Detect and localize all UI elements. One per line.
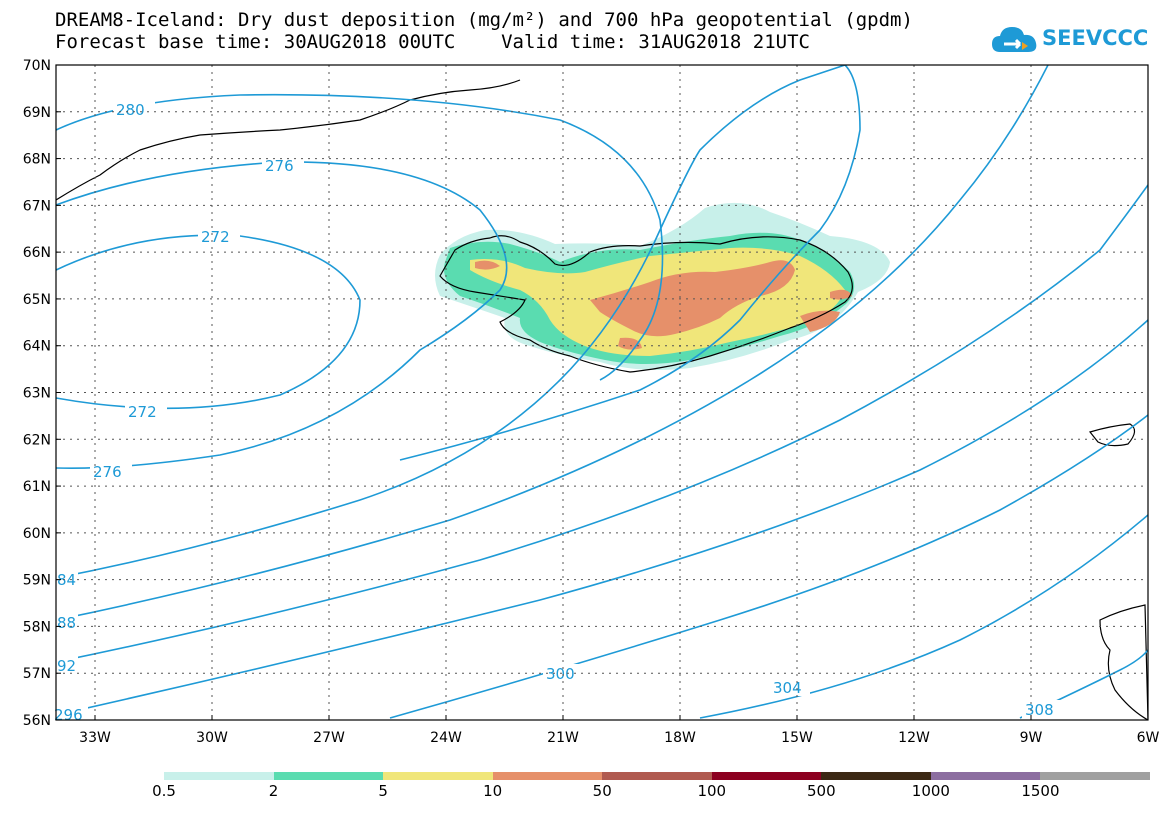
- legend-label: 10: [483, 782, 503, 800]
- contour-label: 304: [773, 679, 802, 697]
- lon-tick-label: 27W: [313, 730, 345, 746]
- contour-284: [56, 65, 846, 579]
- lat-tick-label: 66N: [23, 245, 51, 261]
- contour-label: 276: [265, 157, 294, 175]
- lat-tick-label: 60N: [23, 526, 51, 542]
- contour-label: 308: [1025, 701, 1054, 719]
- contour-label: 272: [128, 403, 157, 421]
- lon-tick-label: 9W: [1020, 730, 1043, 746]
- legend-swatch: [1040, 772, 1151, 780]
- contour-label: 272: [201, 228, 230, 246]
- contour-272: [56, 234, 361, 410]
- lat-tick-label: 63N: [23, 386, 51, 402]
- chart-subtitle: Forecast base time: 30AUG2018 00UTC Vali…: [55, 31, 810, 53]
- contour-label: 92: [57, 657, 76, 675]
- longitude-labels: 33W 30W 27W 24W 21W 18W 15W 12W 9W 6W: [79, 715, 1160, 746]
- lon-tick-label: 15W: [781, 730, 813, 746]
- legend-label: 100: [697, 782, 727, 800]
- contour-296: [56, 319, 1148, 716]
- legend-label: 1000: [911, 782, 950, 800]
- legend-swatch: [492, 772, 603, 780]
- contour-label: 88: [57, 614, 76, 632]
- legend-swatch: [602, 772, 713, 780]
- contour-label: 296: [54, 706, 83, 724]
- lon-tick-label: 21W: [547, 730, 579, 746]
- legend-label: 500: [807, 782, 836, 800]
- legend-label: 2: [268, 782, 279, 800]
- greenland-coast: [56, 79, 521, 201]
- dust-level-10: [475, 260, 852, 350]
- lon-tick-label: 24W: [430, 730, 462, 746]
- latitude-labels: 70N 69N 68N 67N 66N 65N 64N 63N 62N 61N 60N 59N 58N 5…: [23, 58, 61, 729]
- legend-label: 50: [592, 782, 612, 800]
- lon-tick-label: 30W: [196, 730, 228, 746]
- legend-swatch: [821, 772, 932, 780]
- lat-tick-label: 58N: [23, 619, 51, 635]
- graticule: [56, 65, 1148, 720]
- lat-tick-label: 70N: [23, 58, 51, 74]
- scotland-coast: [1099, 604, 1148, 720]
- lon-tick-label: 6W: [1137, 730, 1160, 746]
- contour-292: [56, 184, 1148, 663]
- lon-tick-label: 18W: [664, 730, 696, 746]
- legend-label: 0.5: [152, 782, 176, 800]
- contour-label: 276: [93, 463, 122, 481]
- cloud-icon: [992, 27, 1037, 52]
- faroe-coast: [1088, 423, 1136, 447]
- lon-tick-label: 12W: [898, 730, 930, 746]
- legend-swatch: [383, 772, 494, 780]
- chart-title: DREAM8-Iceland: Dry dust deposition (mg/…: [55, 9, 913, 31]
- contour-276: [56, 161, 508, 470]
- iceland-coast: [439, 235, 853, 373]
- contour-label: 280: [116, 101, 145, 119]
- lat-tick-label: 68N: [23, 152, 51, 168]
- lat-tick-label: 67N: [23, 198, 51, 214]
- legend-label: 1500: [1021, 782, 1060, 800]
- legend-swatch: [930, 772, 1041, 780]
- contour-300: [389, 414, 1148, 719]
- lat-tick-label: 57N: [23, 666, 51, 682]
- lat-tick-label: 56N: [23, 713, 51, 729]
- lat-tick-label: 59N: [23, 573, 51, 589]
- lon-tick-label: 33W: [79, 730, 111, 746]
- contour-304: [699, 514, 1148, 719]
- logo-text: SEEVCCC: [1042, 26, 1149, 50]
- legend-label: 5: [378, 782, 388, 800]
- lat-tick-label: 69N: [23, 105, 51, 121]
- geopotential-contours: [56, 65, 1148, 719]
- legend-swatch: [273, 772, 384, 780]
- coastlines: [56, 79, 1148, 720]
- lat-tick-label: 65N: [23, 292, 51, 308]
- lat-tick-label: 64N: [23, 339, 51, 355]
- contour-280: [56, 93, 664, 381]
- dust-deposition-field: [435, 202, 890, 370]
- legend-swatch: [711, 772, 822, 780]
- lat-tick-label: 61N: [23, 479, 51, 495]
- legend-swatch: [164, 772, 275, 780]
- contour-label: 300: [546, 665, 575, 683]
- contour-284-b: [399, 65, 861, 461]
- contour-288: [56, 65, 1049, 621]
- contour-label: 84: [57, 571, 76, 589]
- lat-tick-label: 62N: [23, 432, 51, 448]
- seevccc-logo: SEEVCCC: [990, 22, 1148, 56]
